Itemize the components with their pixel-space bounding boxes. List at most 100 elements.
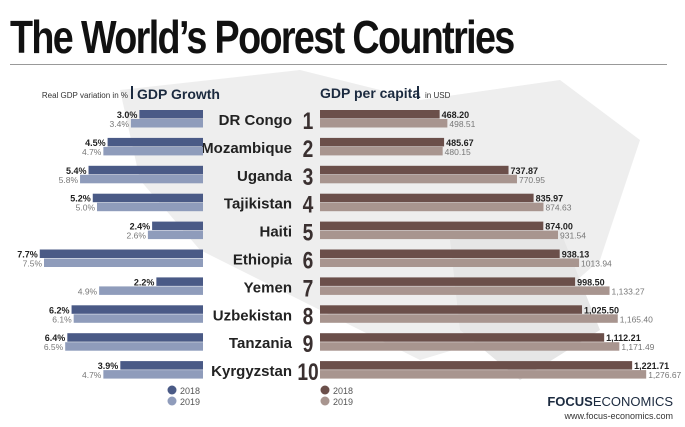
gdp-growth-label-2019: 2.6% [127, 231, 147, 241]
gdp-growth-label-2019: 4.7% [82, 147, 102, 157]
country-label: DR Congo [219, 112, 292, 129]
focus-economics-logo: FOCUSECONOMICS www.focus-economics.com [547, 393, 673, 421]
logo-url: www.focus-economics.com [564, 411, 673, 421]
rank-label: 6 [303, 246, 314, 274]
gdp-growth-label-2018: 4.5% [85, 138, 106, 148]
gdp-per-capita-bar-2019 [320, 258, 580, 267]
gdp-growth-bar-2019 [73, 314, 204, 323]
legend-label: 2018 [180, 386, 200, 396]
gdp-growth-bar-2019 [130, 119, 203, 128]
gdp-per-capita-label-2018: 835.97 [536, 194, 564, 204]
gdp-growth-label-2018: 5.4% [66, 166, 87, 176]
gdp-per-capita-bar-2018 [320, 137, 445, 147]
gdp-per-capita-bar-2019 [320, 119, 448, 128]
gdp-per-capita-bar-2019 [320, 342, 620, 351]
rank-label: 4 [303, 191, 314, 219]
gdp-per-capita-label-2019: 1013.94 [581, 259, 612, 269]
gdp-growth-bar-2018 [71, 305, 203, 314]
gdp-per-capita-label-2019: 770.95 [519, 175, 545, 185]
gdp-per-capita-bar-2018 [320, 249, 560, 258]
gdp-growth-label-2019: 4.7% [82, 370, 102, 380]
gdp-growth-label-2019: 6.1% [52, 314, 72, 324]
rank-label: 5 [303, 219, 314, 247]
gdp-per-capita-label-2019: 931.54 [560, 231, 586, 241]
gdp-growth-label-2018: 2.4% [130, 222, 151, 232]
rank-label: 2 [303, 135, 314, 163]
gdp-per-capita-bar-2019 [320, 230, 559, 240]
rank-label: 7 [303, 274, 314, 302]
country-label: Tajikistan [224, 196, 292, 213]
gdp-growth-bar-2018 [120, 361, 203, 370]
gdp-per-capita-bar-2018 [320, 305, 583, 314]
gdp-growth-bar-2019 [103, 370, 203, 379]
gdp-per-capita-label-2018: 1,025.50 [584, 305, 619, 315]
gdp-growth-label-2019: 7.5% [23, 259, 43, 269]
gdp-per-capita-label-2018: 737.87 [511, 166, 539, 176]
gdp-growth-label-2019: 6.5% [44, 342, 64, 352]
right-subtitle: in USD [425, 91, 451, 100]
country-label: Uganda [237, 168, 293, 185]
gdp-growth-bar-2018 [139, 110, 203, 119]
gdp-growth-bar-2019 [80, 174, 203, 184]
left-title: GDP Growth [137, 86, 220, 102]
right-title-separator [417, 86, 419, 99]
gdp-per-capita-label-2019: 1,276.67 [648, 370, 681, 380]
gdp-per-capita-label-2018: 874.00 [545, 222, 573, 232]
gdp-growth-bar-2018 [88, 165, 203, 175]
legend-swatch-2018 [167, 385, 177, 395]
legend-swatch-2018 [320, 385, 330, 395]
rank-label: 9 [303, 330, 314, 358]
legend-swatch-2019 [320, 396, 330, 406]
gdp-per-capita-label-2018: 485.67 [446, 138, 474, 148]
gdp-per-capita-label-2018: 998.50 [577, 277, 605, 287]
country-label: Mozambique [201, 140, 292, 157]
gdp-per-capita-bar-2019 [320, 174, 517, 184]
gdp-growth-bar-2018 [152, 221, 203, 231]
left-subtitle: Real GDP variation in % [42, 91, 128, 100]
gdp-per-capita-label-2018: 938.13 [562, 250, 590, 260]
country-label: Yemen [244, 279, 292, 296]
page-title: The World’s Poorest Countries [10, 11, 515, 63]
gdp-per-capita-bar-2019 [320, 146, 443, 156]
gdp-per-capita-bar-2018 [320, 333, 605, 342]
gdp-per-capita-bar-2019 [320, 370, 647, 379]
gdp-growth-label-2018: 7.7% [17, 250, 38, 260]
gdp-per-capita-bar-2018 [320, 193, 534, 203]
left-title-separator [131, 86, 133, 99]
logo-regular: ECONOMICS [592, 394, 673, 409]
gdp-growth-bar-2019 [147, 230, 203, 240]
gdp-per-capita-label-2019: 480.15 [445, 147, 471, 157]
gdp-growth-label-2018: 2.2% [134, 277, 155, 287]
gdp-growth-bar-2019 [99, 286, 203, 295]
gdp-growth-bar-2018 [156, 277, 203, 286]
gdp-per-capita-label-2018: 468.20 [442, 110, 470, 120]
gdp-per-capita-bar-2018 [320, 221, 544, 231]
gdp-growth-bar-2019 [103, 146, 203, 156]
legend-label: 2019 [333, 397, 353, 407]
gdp-per-capita-label-2019: 1,165.40 [620, 314, 653, 324]
country-label: Ethiopia [233, 252, 293, 269]
gdp-per-capita-bar-2018 [320, 277, 576, 286]
rank-label: 1 [303, 107, 314, 135]
gdp-growth-label-2019: 3.4% [110, 119, 130, 129]
gdp-per-capita-label-2019: 874.63 [545, 203, 571, 213]
logo-bold: FOCUS [547, 394, 593, 409]
gdp-per-capita-label-2019: 1,171.49 [621, 342, 654, 352]
gdp-per-capita-label-2019: 498.51 [449, 119, 475, 129]
legend-label: 2019 [180, 397, 200, 407]
gdp-per-capita-bar-2019 [320, 314, 618, 323]
gdp-growth-label-2019: 4.9% [78, 286, 98, 296]
gdp-per-capita-label-2018: 1,112.21 [606, 333, 641, 343]
country-label: Kyrgyzstan [211, 363, 292, 380]
rank-label: 8 [303, 302, 314, 330]
gdp-growth-bar-2019 [65, 342, 203, 351]
gdp-growth-bar-2018 [92, 193, 203, 203]
gdp-growth-label-2018: 6.2% [49, 305, 70, 315]
gdp-per-capita-label-2019: 1,133.27 [612, 286, 645, 296]
rank-label: 3 [303, 163, 314, 191]
gdp-per-capita-bar-2019 [320, 202, 544, 212]
gdp-growth-bar-2018 [67, 333, 203, 342]
gdp-growth-label-2018: 5.2% [70, 194, 91, 204]
